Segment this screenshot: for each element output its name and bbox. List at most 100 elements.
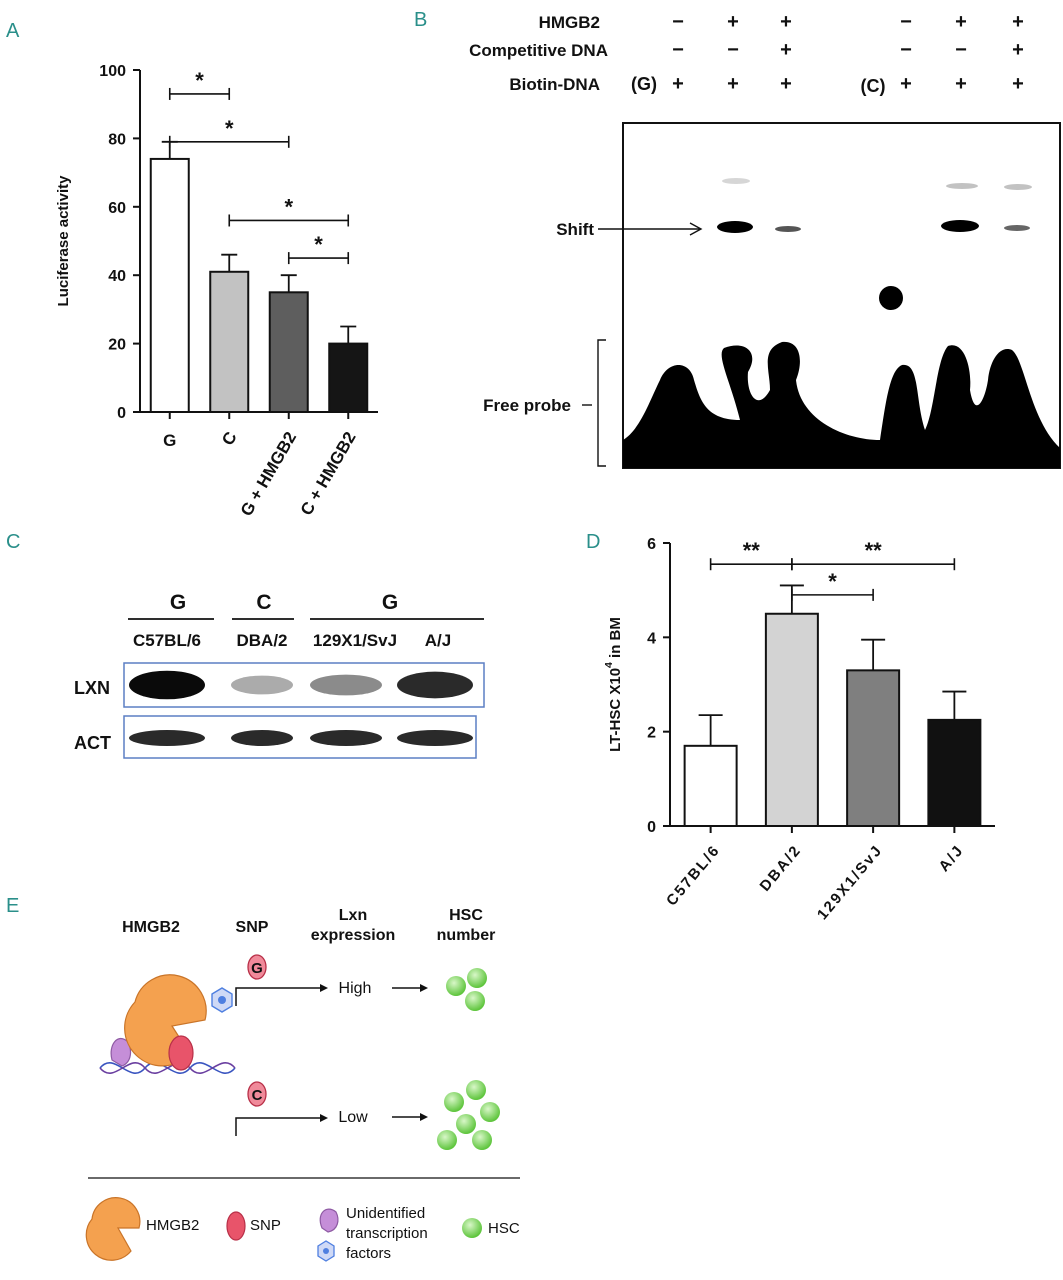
gel-smear — [946, 183, 978, 189]
wb-row-label-lxn: LXN — [74, 678, 110, 698]
promoter-arrow-c — [235, 1117, 326, 1136]
gel-sign: − — [900, 39, 912, 61]
gel-shift-band — [775, 226, 801, 232]
chart-d-bar — [764, 612, 819, 827]
wb-act-band — [397, 730, 473, 746]
chart-d-category-label: C57BL/6 — [663, 842, 724, 910]
chart-d-y-tick-label: 6 — [647, 536, 656, 553]
wb-act-band — [310, 730, 382, 746]
wb-lxn-band — [129, 670, 205, 700]
hsc-cell — [472, 1130, 492, 1150]
arrowhead-low — [420, 1113, 428, 1121]
chart-a-category-label: G + HMGB2 — [237, 429, 300, 520]
gel-sign: + — [672, 73, 684, 95]
legend-tf-label-1: Unidentified — [346, 1205, 425, 1222]
panel-label-d: D — [586, 531, 600, 553]
wb-lxn-band — [231, 675, 293, 695]
model-col-lxn-1: Lxn — [339, 907, 367, 924]
gel-sign: + — [1012, 39, 1024, 61]
legend-tf-purple-icon — [319, 1208, 339, 1233]
hmgb2-shape — [124, 974, 207, 1067]
chart-a-category-label: C — [218, 429, 241, 449]
chart-d-bar — [683, 744, 738, 827]
western-blot-panel: G C G C57BL/6 DBA/2 129X1/SvJ A/J LXN AC… — [74, 591, 485, 759]
chart-d-y-tick-label: 4 — [647, 630, 656, 647]
snp-g-label: G — [251, 960, 263, 977]
chart-d-significance-label: ** — [865, 538, 883, 563]
hsc-cell — [465, 991, 485, 1011]
free-probe-bracket — [597, 339, 606, 467]
chart-d-y-axis-label-tail: in BM — [607, 617, 624, 662]
expression-high: High — [339, 980, 372, 997]
wb-strain-label: 129X1/SvJ — [313, 631, 397, 650]
chart-d-significance-label: ** — [743, 538, 761, 563]
chart-a-bar — [268, 291, 309, 413]
model-col-lxn-2: expression — [311, 927, 395, 944]
gel-sign: − — [955, 39, 967, 61]
chart-a-y-tick-label: 100 — [99, 63, 126, 80]
chart-a-significance-label: * — [314, 232, 323, 257]
chart-a-significance-label: * — [225, 116, 234, 141]
legend-tf-label-3: factors — [346, 1245, 391, 1262]
snp-c-badge — [247, 1081, 267, 1107]
panel-label-b: B — [414, 9, 427, 31]
chart-a-y-tick-label: 20 — [108, 337, 126, 354]
gel-row-label-hmgb2: HMGB2 — [539, 13, 600, 32]
chart-a-significance-label: * — [284, 194, 293, 219]
gel-sign: + — [780, 73, 792, 95]
chart-a-y-tick-label: 60 — [108, 200, 126, 217]
luciferase-bar-chart: 0 20 40 60 80 100 Luciferase activity G CG + HMG… — [55, 63, 378, 519]
emsa-panel: HMGB2 Competitive DNA Biotin-DNA (G) (C)… — [469, 11, 1061, 469]
wb-act-band — [231, 730, 293, 746]
wb-group-g2: G — [382, 591, 398, 614]
promoter-arrow-g — [235, 987, 326, 1006]
gel-sign: + — [780, 39, 792, 61]
gel-sign: + — [727, 11, 739, 33]
legend-snp-label: SNP — [250, 1217, 281, 1234]
wb-strain-label: C57BL/6 — [133, 631, 201, 650]
gel-sign: − — [672, 39, 684, 61]
wb-group-c: C — [256, 591, 271, 614]
legend-hmgb2-icon — [85, 1197, 141, 1261]
chart-d-significance-label: * — [828, 569, 837, 594]
gel-group-c: (C) — [861, 76, 886, 96]
gel-sign: + — [727, 73, 739, 95]
panel-label-e: E — [6, 895, 19, 917]
gel-sign: + — [955, 73, 967, 95]
chart-a-category-label: G — [163, 431, 176, 450]
chart-d-category-label: A/J — [936, 842, 968, 875]
arrowhead-high — [420, 984, 428, 992]
hsc-cell — [444, 1092, 464, 1112]
model-col-hmgb2: HMGB2 — [122, 919, 180, 936]
model-col-hsc-2: number — [437, 927, 496, 944]
lt-hsc-bar-chart: 0 2 4 6 LT-HSC X104 in BM C57BL/6 DBA/2 129X1/S… — [603, 536, 995, 923]
shift-arrowhead — [689, 222, 703, 236]
chart-a-y-tick-label: 80 — [108, 131, 126, 148]
gel-shift-label: Shift — [556, 220, 594, 239]
legend-tf-blue-core — [323, 1248, 329, 1254]
gel-sign: + — [900, 73, 912, 95]
panel-label-a: A — [6, 20, 20, 42]
chart-a-category-label: C + HMGB2 — [297, 429, 360, 519]
chart-a-y-axis-label: Luciferase activity — [55, 175, 72, 307]
snp-g-badge — [247, 954, 267, 980]
wb-strain-label: A/J — [425, 631, 451, 650]
chart-d-bar — [927, 718, 982, 827]
gel-sign: − — [672, 11, 684, 33]
gel-spot — [879, 286, 903, 310]
wb-act-band — [129, 730, 205, 746]
wb-strain-label: DBA/2 — [236, 631, 287, 650]
gel-group-g: (G) — [631, 74, 657, 94]
wb-bands — [129, 670, 473, 746]
hsc-cell — [446, 976, 466, 996]
gel-shift-band — [941, 220, 979, 232]
chart-a-y-tick-label: 0 — [117, 405, 126, 422]
snp-shape — [168, 1035, 194, 1071]
gel-sign: + — [1012, 73, 1024, 95]
gel-shift-band — [1004, 225, 1030, 231]
chart-d-category-label: 129X1/SvJ — [814, 842, 886, 924]
wb-lxn-band — [310, 674, 382, 696]
chart-d-y-axis-label: LT-HSC X104 in BM — [603, 617, 624, 752]
hsc-cell — [437, 1130, 457, 1150]
